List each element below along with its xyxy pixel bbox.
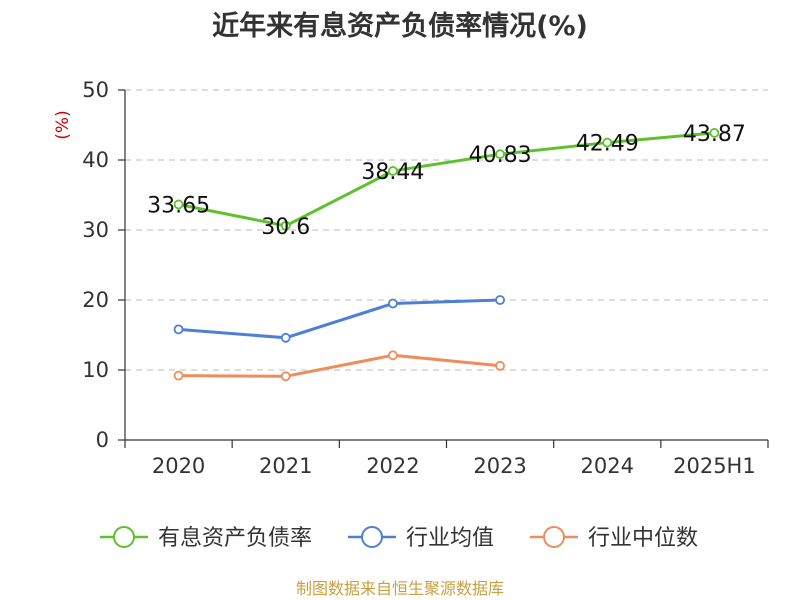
axes: 0 10 20 30 40 50 2020 2021 2022 2023 2024 2025H1 [82, 78, 769, 478]
series-1-point-3 [495, 295, 505, 305]
x-tick-label-4: 2024 [581, 454, 634, 478]
y-axis-unit: (%) [53, 110, 73, 139]
x-tick-label-2: 2022 [366, 454, 419, 478]
source-note: 制图数据来自恒生聚源数据库 [296, 579, 504, 598]
series-2-point-2 [388, 350, 398, 361]
y-tick-label-0: 0 [96, 428, 109, 452]
series-0-point-5 [709, 128, 720, 138]
series-1-point-2 [388, 298, 398, 309]
legend-label-1: 行业均值 [406, 526, 494, 551]
legend-marker-2 [543, 526, 565, 548]
series-line-2 [178, 353, 501, 378]
series-0-point-2 [388, 166, 398, 176]
series-1-point-1 [280, 332, 291, 343]
grid [125, 89, 768, 371]
series-1-point-0 [173, 324, 184, 335]
legend-item-1[interactable]: 行业均值 [348, 526, 494, 551]
y-tick-label-5: 50 [82, 78, 109, 102]
series-2-point-3 [495, 360, 505, 371]
data-labels: 33.65 30.6 38.44 40.83 42.49 43.87 [147, 122, 746, 240]
series-line-0 [178, 131, 715, 228]
chart-title: 近年来有息资产负债率情况(%) [212, 10, 588, 42]
series-0-point-4 [602, 137, 613, 148]
data-label-0-2: 38.44 [361, 160, 424, 185]
data-label-0-1: 30.6 [261, 215, 310, 240]
data-label-0-3: 40.83 [469, 143, 532, 168]
data-label-0-0: 33.65 [147, 193, 210, 218]
legend-item-2[interactable]: 行业中位数 [530, 526, 698, 551]
y-tick-label-2: 20 [82, 288, 109, 312]
legend-marker-0 [113, 526, 135, 548]
series-0-point-0 [173, 199, 184, 210]
series-2-point-1 [280, 371, 291, 382]
series-line-1 [178, 298, 501, 340]
series-2-point-0 [173, 370, 184, 381]
x-tick-label-1: 2021 [259, 454, 312, 478]
y-tick-label-4: 40 [82, 148, 109, 172]
x-tick-label-0: 2020 [152, 454, 205, 478]
x-tick-label-5: 2025H1 [673, 454, 756, 478]
legend-label-0: 有息资产负债率 [158, 526, 312, 551]
y-tick-label-1: 10 [82, 358, 109, 382]
data-label-0-4: 42.49 [576, 132, 639, 157]
legend-label-2: 行业中位数 [588, 526, 698, 551]
x-tick-label-3: 2023 [473, 454, 526, 478]
legend-item-0[interactable]: 有息资产负债率 [100, 526, 312, 551]
legend-marker-1 [361, 526, 383, 548]
series-0-point-1 [280, 220, 291, 231]
legend[interactable]: 有息资产负债率 行业均值 行业中位数 [100, 526, 698, 551]
series-0-point-3 [495, 149, 505, 160]
y-tick-label-3: 30 [82, 218, 109, 242]
series [173, 128, 720, 382]
data-label-0-5: 43.87 [683, 122, 746, 147]
